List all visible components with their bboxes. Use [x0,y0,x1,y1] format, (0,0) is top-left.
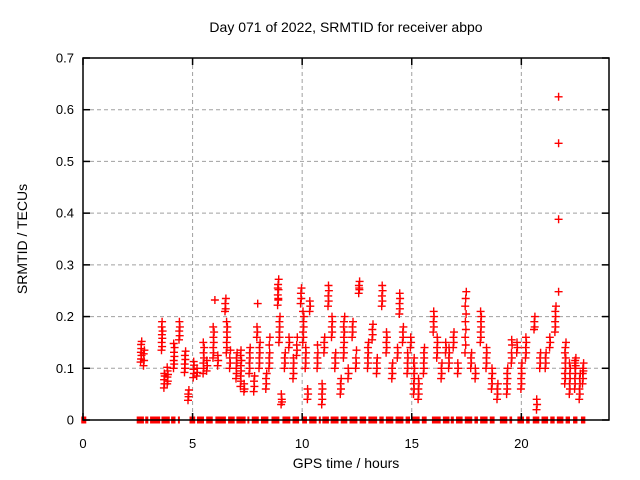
axes-and-ticks: 0 5 10 15 20 0 0.1 0.2 0.3 0.4 0.5 0.6 0.7 [56,51,610,451]
x-tick-label: 15 [405,436,419,451]
plot-border [82,57,610,421]
x-axis-label: GPS time / hours [293,455,400,471]
x-tick-label: 0 [79,436,86,451]
x-tick-label: 20 [514,436,528,451]
y-tick-label: 0.2 [56,309,74,324]
y-tick-label: 0.5 [56,154,74,169]
x-tick-label: 10 [295,436,309,451]
y-tick-label: 0.3 [56,257,74,272]
y-tick-label: 0 [67,413,74,428]
x-tick-label: 5 [189,436,196,451]
chart-title: Day 071 of 2022, SRMTID for receiver abp… [209,19,482,35]
y-tick-label: 0.1 [56,361,74,376]
y-tick-label: 0.4 [56,206,74,221]
data-points [136,92,588,414]
y-axis-label: SRMTID / TECUs [14,184,30,294]
scatter-plus-markers [136,92,588,414]
y-tick-label: 0.6 [56,102,74,117]
y-tick-label: 0.7 [56,51,74,66]
